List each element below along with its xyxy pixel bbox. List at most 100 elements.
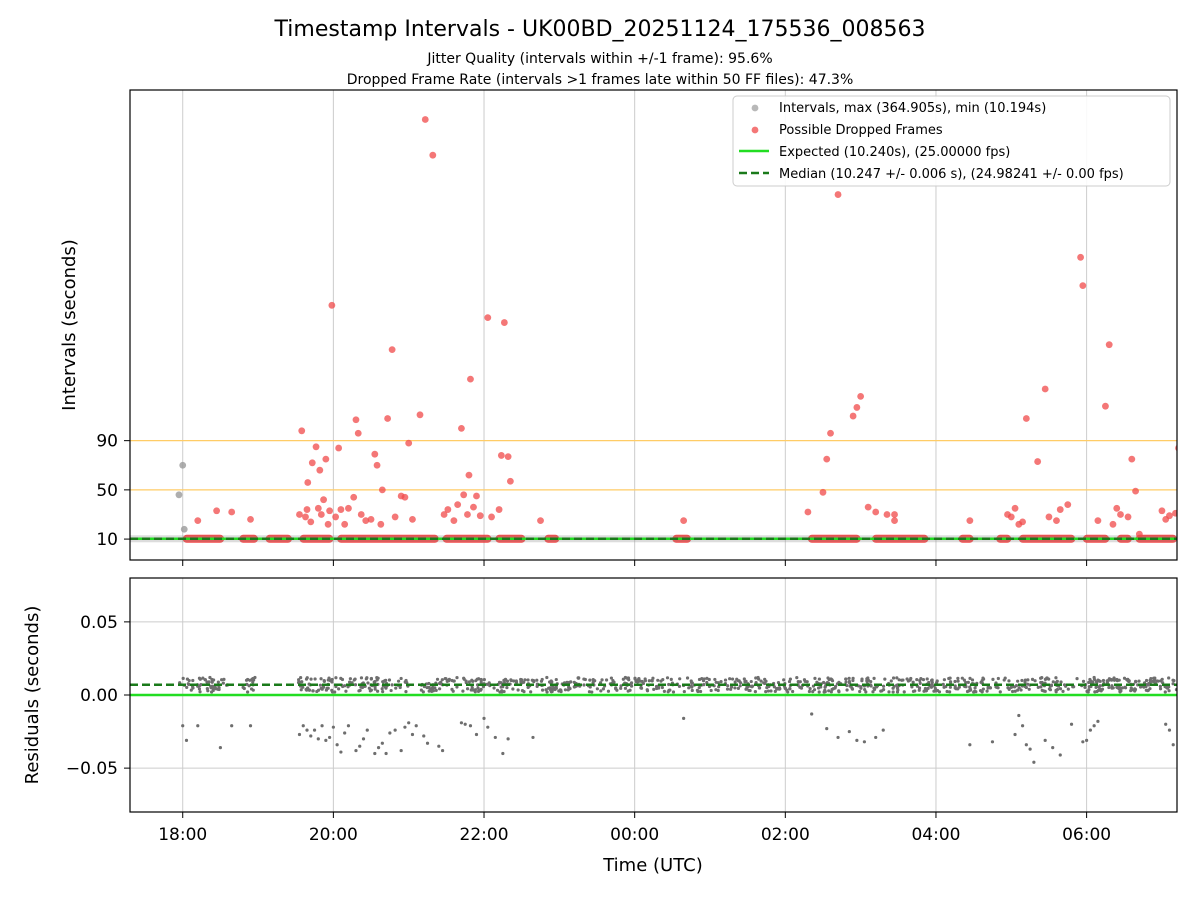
residual-point (773, 689, 777, 693)
residual-point (1027, 687, 1031, 691)
residual-outlier-point (501, 751, 505, 756)
residual-point (1137, 679, 1141, 683)
residual-point (512, 679, 516, 683)
residual-point (953, 686, 957, 690)
residual-point (667, 682, 671, 687)
residual-point (1081, 679, 1086, 684)
residual-point (547, 686, 551, 690)
residual-point (1002, 678, 1006, 682)
residual-outlier-point (1179, 739, 1182, 742)
residual-point (440, 678, 444, 682)
dropped-frame-point (328, 301, 336, 309)
residual-point (887, 690, 891, 694)
residual-point (470, 678, 474, 682)
dropped-frame-point (488, 513, 495, 521)
dropped-frame-point (335, 444, 343, 452)
residual-point (1094, 680, 1099, 684)
dropped-frame-point (458, 424, 465, 432)
residual-point (968, 676, 972, 680)
residual-point (873, 687, 877, 691)
residual-point (452, 679, 456, 683)
residual-point (991, 677, 995, 681)
residual-point (634, 679, 638, 684)
residual-point (390, 683, 394, 687)
residual-point (827, 677, 831, 682)
residual-point (1088, 677, 1092, 682)
residual-point (709, 688, 713, 693)
residual-outlier-point (343, 731, 347, 735)
residual-point (462, 676, 466, 680)
dropped-frame-point (1045, 513, 1053, 521)
residual-point (643, 679, 647, 683)
residual-point (918, 681, 922, 686)
residual-point (315, 689, 319, 694)
residual-outlier-point (881, 728, 885, 732)
residual-point (1115, 685, 1120, 690)
residual-outlier-point (1032, 760, 1036, 764)
residual-outlier-point (506, 737, 510, 741)
residual-outlier-point (1171, 743, 1175, 747)
residual-point (347, 680, 352, 684)
residual-outlier-point (248, 724, 253, 728)
residual-point (1049, 683, 1054, 687)
residual-point (633, 676, 637, 680)
residual-point (455, 676, 459, 680)
x-tick-label: 06:00 (1062, 825, 1111, 845)
residual-outlier-point (531, 735, 535, 740)
residual-point (1040, 676, 1044, 680)
residual-point (467, 680, 471, 684)
residual-point (647, 679, 651, 683)
residual-point (945, 689, 949, 694)
residual-point (514, 679, 518, 683)
residual-point (1058, 687, 1063, 691)
dropped-frame-point (1094, 517, 1102, 525)
dropped-frame-point (495, 506, 503, 513)
residual-point (988, 686, 993, 690)
residual-point (935, 688, 940, 693)
residual-point (948, 680, 953, 684)
residual-point (373, 685, 377, 689)
residual-point (186, 682, 190, 686)
residual-point (526, 685, 530, 689)
dropped-frame-point (337, 506, 345, 513)
residual-point (933, 686, 937, 691)
residual-point (477, 677, 481, 681)
residuals-y-label: Residuals (seconds) (22, 606, 43, 785)
residual-point (187, 678, 191, 683)
residual-point (482, 678, 486, 682)
residual-outlier-point (393, 728, 397, 732)
residual-point (511, 687, 515, 691)
residual-outlier-point (346, 724, 351, 728)
residual-point (965, 689, 970, 694)
residual-outlier-point (407, 721, 411, 725)
residual-point (251, 677, 255, 681)
residual-point (365, 676, 369, 680)
dropped-frame-point (316, 466, 324, 474)
residual-outlier-point (1043, 738, 1047, 742)
residual-point (1054, 676, 1058, 680)
residual-point (495, 688, 500, 692)
residual-outlier-point (365, 728, 369, 732)
dropped-frame-point (1019, 518, 1026, 526)
residual-point (197, 687, 202, 691)
residual-point (380, 687, 384, 691)
legend-dropped-marker (751, 126, 759, 134)
residual-point (600, 678, 604, 682)
legend: Intervals, max (364.905s), min (10.194s)… (732, 95, 1171, 187)
residual-point (1127, 679, 1131, 683)
dropped-frame-point (891, 511, 898, 518)
residual-point (1129, 689, 1133, 693)
dropped-frame-point (302, 513, 309, 521)
residual-point (696, 689, 700, 694)
dropped-frame-point (1172, 509, 1177, 517)
residual-point (911, 680, 915, 684)
residual-point (373, 679, 377, 684)
residual-point (191, 678, 195, 683)
residual-point (353, 683, 358, 687)
residual-point (1117, 678, 1121, 682)
residual-outlier-point (328, 735, 332, 740)
top-y-tick-label: 90 (96, 432, 118, 452)
residual-point (700, 677, 704, 681)
top-y-tick-label: 50 (96, 481, 118, 501)
residual-point (1098, 684, 1102, 688)
